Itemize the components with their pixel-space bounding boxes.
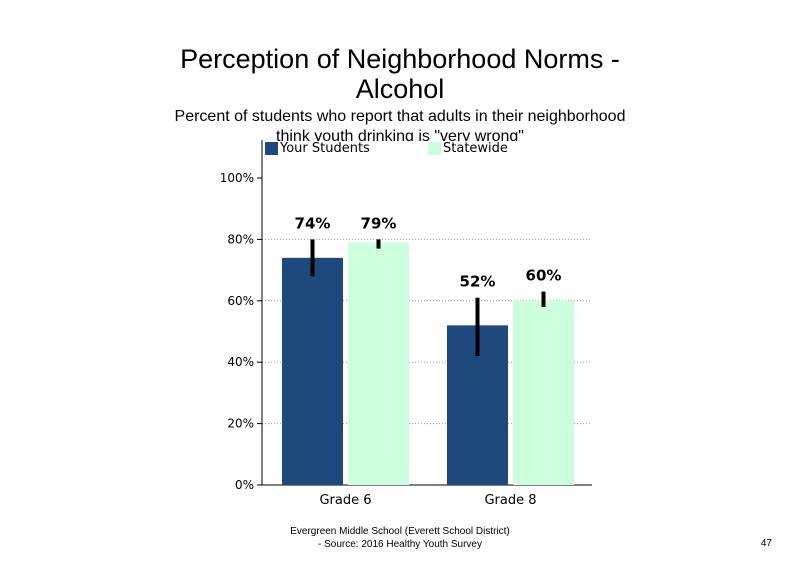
y-tick-label-40: 40% xyxy=(227,355,254,369)
chart-subtitle-line-2: think youth drinking is "very wrong" xyxy=(276,128,524,141)
legend-item-your-students: Your Students xyxy=(265,141,370,156)
chart-subtitle-line-1: Percent of students who report that adul… xyxy=(174,108,626,125)
bar-statewide-grade-8 xyxy=(513,300,574,485)
legend-swatch-your-students xyxy=(265,142,278,155)
x-tick-label-grade-6: Grade 6 xyxy=(319,493,371,508)
data-label-your-students-grade-6: 74% xyxy=(295,214,331,232)
footer: Evergreen Middle School (Everett School … xyxy=(230,525,570,551)
legend-label-your-students: Your Students xyxy=(280,141,370,156)
chart-subtitle: Percent of students who report that adul… xyxy=(130,107,670,141)
legend-label-statewide: Statewide xyxy=(443,141,508,156)
bar-your-students-grade-6 xyxy=(282,257,343,485)
data-label-statewide-grade-6: 79% xyxy=(361,214,397,232)
bar-statewide-grade-6 xyxy=(348,242,409,485)
y-tick-label-60: 60% xyxy=(227,294,254,308)
legend-swatch-statewide xyxy=(428,142,441,155)
x-tick-label-grade-8: Grade 8 xyxy=(484,493,536,508)
footer-line-1: Evergreen Middle School (Everett School … xyxy=(290,526,510,537)
data-label-statewide-grade-8: 60% xyxy=(526,267,562,285)
chart-title: Perception of Neighborhood Norms - Alcoh… xyxy=(100,44,700,104)
y-tick-label-20: 20% xyxy=(227,417,254,431)
y-tick-label-100: 100% xyxy=(220,171,254,185)
y-tick-label-80: 80% xyxy=(227,232,254,246)
footer-line-2: - Source: 2016 Healthy Youth Survey xyxy=(318,539,482,550)
data-label-your-students-grade-8: 52% xyxy=(460,273,496,291)
page-number: 47 xyxy=(760,538,772,549)
chart-title-line-1: Perception of Neighborhood Norms - xyxy=(180,44,620,74)
chart-title-line-2: Alcohol xyxy=(355,74,445,104)
y-tick-label-0: 0% xyxy=(235,478,254,492)
legend-item-statewide: Statewide xyxy=(428,141,508,156)
